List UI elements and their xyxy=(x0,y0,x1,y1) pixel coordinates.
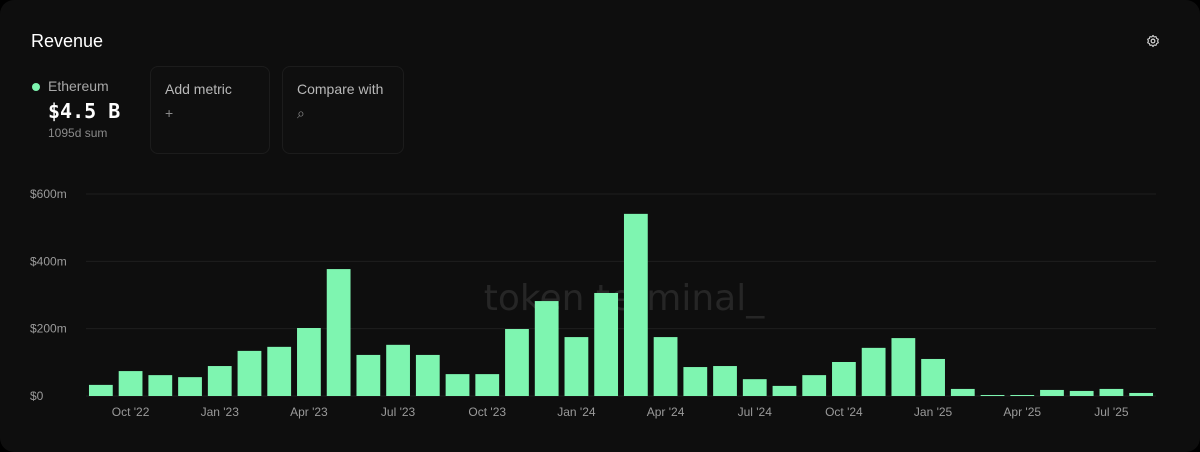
x-tick-label: Jul '24 xyxy=(738,405,773,419)
bar-nov-23 xyxy=(505,329,529,396)
series-color-dot xyxy=(32,83,40,91)
gear-icon[interactable] xyxy=(1146,34,1160,48)
add-metric-label: Add metric xyxy=(165,81,232,97)
x-tick-label: Apr '23 xyxy=(290,405,328,419)
bar-dec-23 xyxy=(534,301,559,396)
bar-nov-24 xyxy=(861,347,886,396)
legend-series-subtitle: 1095d sum xyxy=(48,126,108,140)
x-tick-label: Apr '24 xyxy=(647,405,685,419)
bar-may-24 xyxy=(683,367,708,396)
legend-series-name: Ethereum xyxy=(48,78,109,94)
bar-dec-22 xyxy=(178,377,202,396)
add-metric-button[interactable]: Add metric + xyxy=(150,66,270,154)
x-tick-label: Jan '25 xyxy=(914,405,953,419)
bar-sep-24 xyxy=(802,375,827,396)
bar-sep-23 xyxy=(445,374,470,396)
bar-aug-25 xyxy=(1129,392,1154,396)
bar-aug-23 xyxy=(415,354,440,396)
legend-series-value: $4.5 B xyxy=(48,99,121,123)
bar-apr-25 xyxy=(1010,394,1035,396)
x-tick-label: Oct '22 xyxy=(112,405,150,419)
bar-mar-24 xyxy=(623,213,648,396)
bar-oct-22 xyxy=(118,371,143,396)
chart-title: Revenue xyxy=(31,31,104,51)
bar-jun-23 xyxy=(356,354,381,396)
bar-feb-23 xyxy=(237,350,262,396)
bar-aug-24 xyxy=(772,385,797,396)
bar-mar-25 xyxy=(980,394,1005,396)
bar-feb-25 xyxy=(950,388,975,396)
bar-nov-22 xyxy=(148,375,173,396)
x-tick-label: Apr '25 xyxy=(1003,405,1041,419)
y-tick-label: $400m xyxy=(30,254,67,268)
bar-sep-22 xyxy=(88,384,113,396)
y-tick-label: $0 xyxy=(30,389,44,403)
bar-feb-24 xyxy=(594,292,619,396)
bar-dec-24 xyxy=(891,338,916,396)
x-tick-label: Jan '24 xyxy=(557,405,596,419)
x-tick-label: Jul '25 xyxy=(1094,405,1129,419)
search-icon: ⌕ xyxy=(297,105,305,121)
bar-apr-24 xyxy=(653,337,678,396)
bar-jan-25 xyxy=(921,358,945,396)
plus-icon: + xyxy=(165,105,174,121)
bar-jul-25 xyxy=(1099,388,1124,396)
bar-jul-24 xyxy=(742,379,767,396)
compare-with-button[interactable]: Compare with ⌕ xyxy=(282,66,404,154)
y-tick-label: $200m xyxy=(30,322,67,336)
x-tick-label: Jan '23 xyxy=(201,405,240,419)
x-tick-label: Oct '23 xyxy=(468,405,506,419)
compare-with-label: Compare with xyxy=(297,81,384,97)
y-tick-label: $600m xyxy=(30,187,67,201)
x-tick-label: Oct '24 xyxy=(825,405,863,419)
bar-may-23 xyxy=(326,269,351,396)
bar-jan-23 xyxy=(207,366,232,396)
bar-oct-24 xyxy=(832,361,856,396)
bar-mar-23 xyxy=(267,346,292,396)
bar-jan-24 xyxy=(564,337,589,396)
x-tick-label: Jul '23 xyxy=(381,405,416,419)
bar-oct-23 xyxy=(475,374,500,396)
bar-jun-24 xyxy=(713,366,737,396)
bar-jun-25 xyxy=(1069,390,1094,396)
bar-may-25 xyxy=(1040,389,1064,396)
bar-apr-23 xyxy=(297,327,321,396)
bar-jul-23 xyxy=(386,344,410,396)
